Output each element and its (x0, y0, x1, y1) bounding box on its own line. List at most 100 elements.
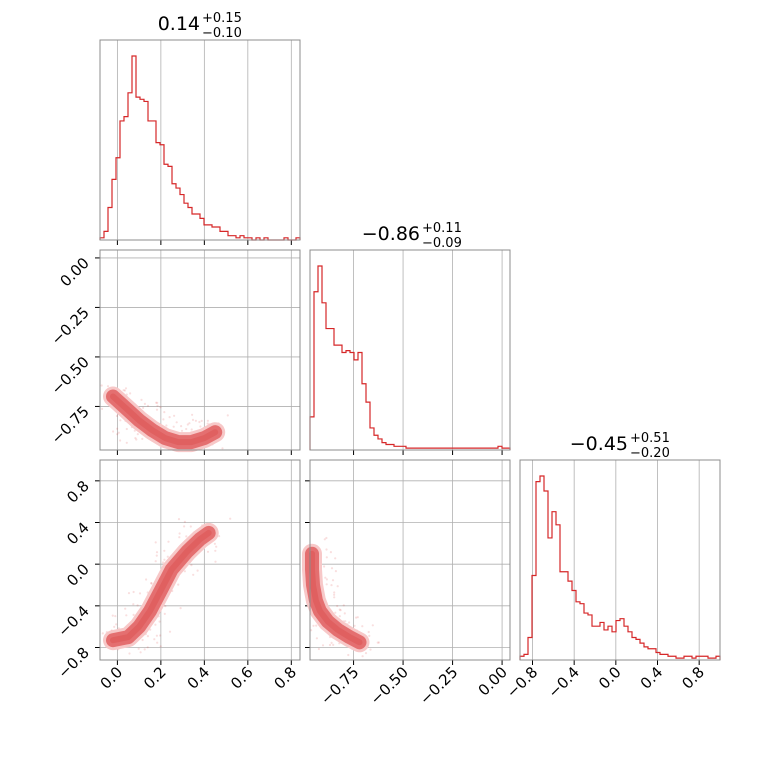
density-p1-p3-sample (164, 605, 167, 608)
density-p2-p3-sample (325, 536, 328, 540)
density-p1-p2-sample (191, 418, 195, 421)
title-param-2-plus: +0.11 (422, 221, 462, 236)
density-p1-p3-sample (150, 582, 153, 585)
density-p1-p3-sample (177, 583, 180, 586)
density-p1-p3-sample (163, 612, 166, 616)
density-p2-p3-sample (315, 637, 318, 640)
density-p1-p2-sample (175, 421, 178, 424)
density-p1-p2-sample (116, 433, 119, 436)
density-p1-p3-ytick-label: −0.8 (54, 644, 92, 682)
density-p2-p3-sample (330, 641, 333, 645)
density-p1-p2-ytick-label: −0.25 (48, 304, 93, 349)
density-p2-p3-sample (323, 538, 326, 541)
hist-param-3-frame (519, 459, 721, 661)
hist-param-2-frame (309, 249, 511, 451)
density-p1-p3-xtick-label: 0.4 (184, 663, 214, 693)
density-p1-p2-sample (146, 404, 150, 407)
density-p1-p2-sample (188, 422, 191, 425)
density-p1-p3-xtick-label: 0.6 (227, 663, 257, 693)
density-p2-p3-frame (309, 459, 511, 661)
density-p1-p2-sample (194, 419, 197, 422)
density-p1-p3-sample (145, 578, 148, 581)
density-p1-p3-sample (183, 525, 186, 528)
title-param-3-minus: −0.20 (630, 446, 670, 461)
density-p1-p2-sample (186, 423, 189, 426)
density-p2-p3-sample (324, 576, 327, 579)
density-p1-p2-sample (141, 437, 144, 440)
density-p2-p3-sample (333, 596, 336, 599)
density-p1-p3-sample (132, 603, 135, 606)
density-p2-p3-sample (364, 652, 368, 655)
density-p1-p3-sample (214, 549, 217, 552)
density-p2-p3-sample (333, 593, 336, 596)
density-p1-p3-xtick-label: 0.8 (271, 663, 301, 693)
density-p2-p3-sample (342, 604, 345, 607)
density-p1-p3-sample (155, 551, 159, 554)
density-p2-p3-sample (325, 583, 328, 586)
density-p1-p2-sample (180, 425, 183, 428)
density-p1-p3-sample (206, 550, 210, 553)
density-p1-p3-sample (168, 630, 172, 633)
density-p1-p3-sample (163, 549, 166, 552)
density-p2-p3-sample (321, 644, 325, 647)
density-p1-p3-sample (146, 646, 149, 649)
density-p2-p3-sample (371, 624, 374, 627)
density-p2-p3-sample (328, 643, 332, 647)
density-p1-p2-sample (200, 419, 203, 422)
density-p1-p2-sample (199, 425, 202, 428)
density-p1-p2-ytick-label: 0.00 (56, 254, 92, 290)
density-p2-p3-sample (355, 616, 358, 619)
hist-param-3-xtick-label: 0.0 (595, 663, 625, 693)
title-param-3-value: −0.45 (570, 433, 628, 455)
density-p1-p3-sample (196, 569, 199, 572)
density-p1-p2-sample (129, 392, 132, 395)
density-p1-p2-sample (226, 414, 229, 417)
title-param-1-value: 0.14 (158, 13, 200, 35)
density-p1-p3-xtick-label: 0.2 (140, 663, 170, 693)
density-p1-p2-sample (191, 413, 194, 416)
density-p1-p3-sample (192, 573, 195, 576)
hist-param-3-xtick-label: −0.8 (503, 663, 541, 701)
density-p2-p3-sample (343, 612, 346, 615)
title-param-2-minus: −0.09 (422, 236, 462, 251)
density-p1-p2-sample (168, 416, 171, 419)
density-p2-p3-sample (325, 548, 328, 551)
hist-param-3-xtick-label: 0.8 (678, 663, 708, 693)
density-p1-p3-sample (143, 648, 146, 651)
density-p1-p3-sample (155, 634, 158, 637)
density-p1-p3-xtick-label: 0.0 (97, 663, 127, 693)
hist-param-1-frame (99, 39, 301, 241)
density-p1-p3-sample (185, 535, 188, 538)
density-p2-p3-sample (368, 634, 371, 638)
density-p1-p2-sample (125, 441, 128, 444)
density-p2-p3-sample (330, 567, 334, 570)
density-p1-p3-sample (179, 607, 182, 610)
density-p1-p2-sample (135, 438, 138, 441)
density-p1-p3-sample (141, 638, 144, 642)
density-p1-p2-sample (190, 428, 193, 431)
density-p1-p3-sample (136, 604, 139, 607)
density-p1-p3-sample (190, 564, 193, 567)
title-param-1-plus: +0.15 (202, 11, 242, 26)
density-p2-p3-sample (347, 653, 350, 657)
density-p2-p3-sample (329, 551, 332, 554)
density-p1-p2-sample (206, 422, 209, 425)
density-p1-p2-frame (99, 249, 301, 451)
density-p2-p3-sample (312, 624, 315, 627)
density-p2-p3-xtick-label: −0.75 (317, 663, 362, 708)
density-p1-p3-sample (177, 518, 181, 521)
density-p1-p2-sample (106, 385, 110, 388)
density-p1-p3-ytick-label: 0.4 (63, 519, 93, 549)
density-p2-p3-sample (344, 620, 347, 623)
density-p2-p3-core-region (309, 550, 363, 646)
density-p1-p3-sample (155, 554, 158, 557)
density-p2-p3-sample (325, 578, 328, 581)
density-p1-p3-sample (158, 620, 161, 623)
density-p2-p3-sample (323, 565, 326, 568)
density-p1-p2-ytick-label: −0.50 (48, 353, 93, 398)
density-p1-p3-sample (156, 641, 159, 644)
density-p1-p2-sample (155, 408, 159, 411)
density-p1-p2-sample (123, 389, 126, 392)
density-p1-p3-ytick-label: 0.0 (63, 560, 93, 590)
density-p1-p2-sample (119, 439, 122, 442)
